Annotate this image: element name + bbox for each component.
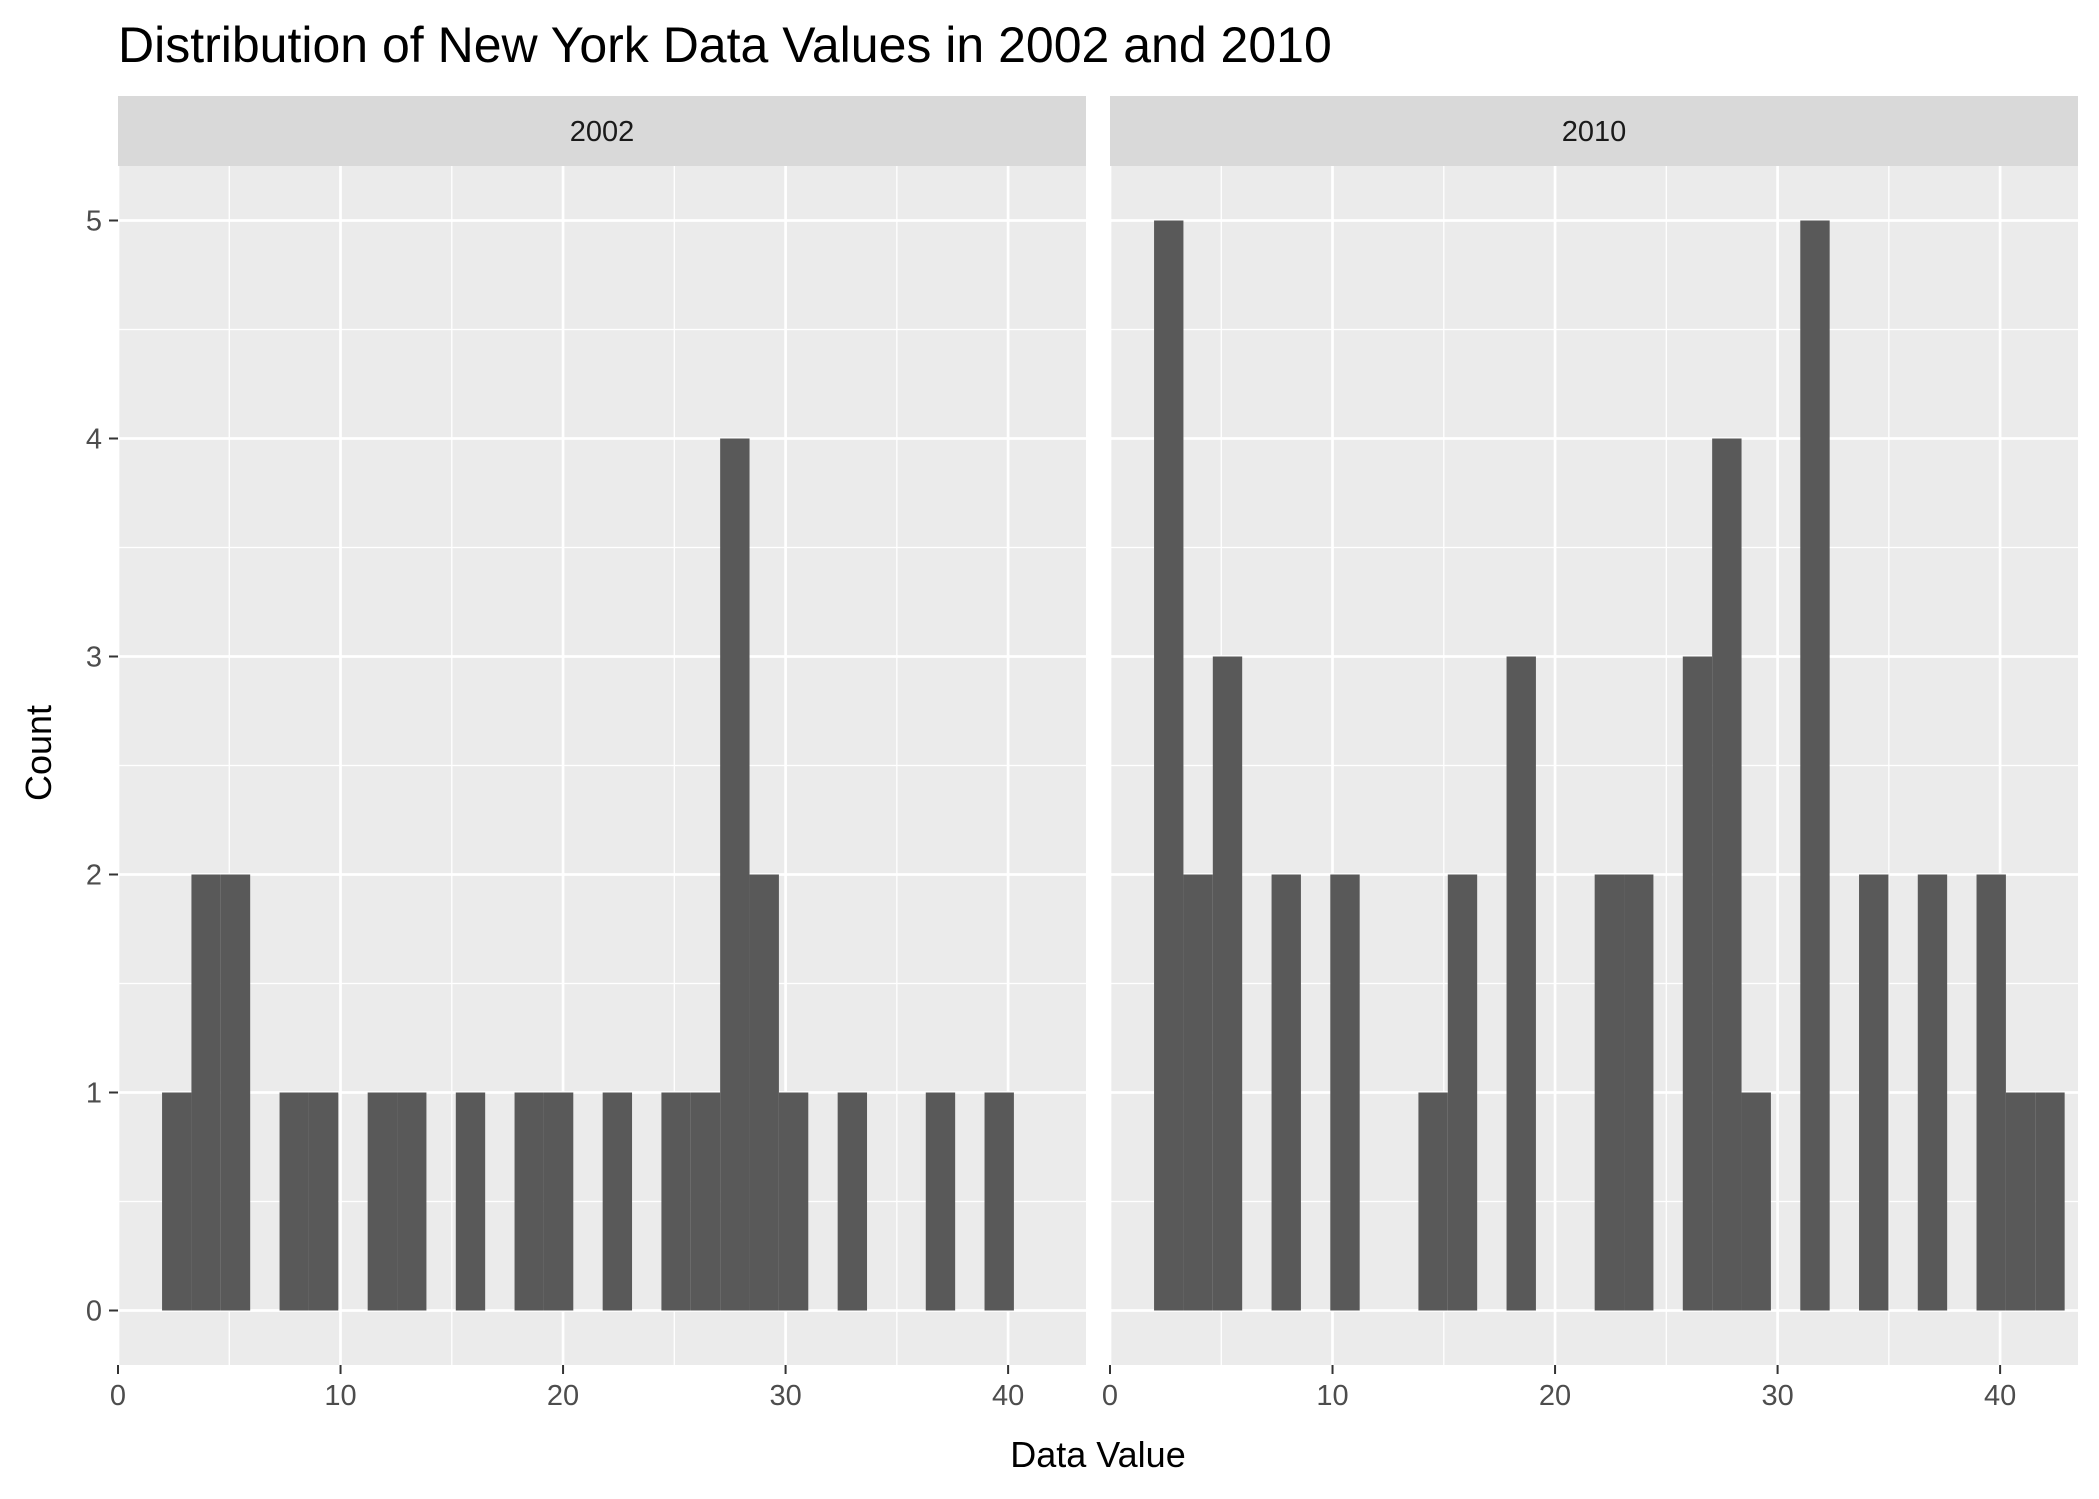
- histogram-bars: [162, 438, 1014, 1311]
- y-tick-label: 1: [86, 1078, 102, 1110]
- x-axis: 0 10 20 30 40: [1102, 1365, 2016, 1412]
- histogram-bar: [1183, 874, 1213, 1311]
- histogram-bar: [778, 1092, 809, 1311]
- histogram-bar: [1271, 874, 1301, 1311]
- x-axis-title: Data Value: [1010, 1434, 1185, 1475]
- y-tick-label: 3: [86, 642, 102, 674]
- facet-strip: [118, 96, 1086, 166]
- facet-panel-2010: 2010 0 10 20 30 40: [1102, 96, 2078, 1412]
- histogram-bar: [1976, 874, 2006, 1311]
- histogram-bar: [308, 1092, 339, 1311]
- x-tick-label: 40: [1984, 1380, 2016, 1412]
- x-tick-label: 0: [1102, 1380, 1118, 1412]
- histogram-bar: [1800, 220, 1830, 1311]
- facet-strip: [1110, 96, 2078, 166]
- histogram-bar: [1624, 874, 1654, 1311]
- histogram-bar: [1741, 1092, 1771, 1311]
- histogram-bar: [1330, 874, 1360, 1311]
- histogram-bar: [837, 1092, 868, 1311]
- histogram-bar: [2005, 1092, 2036, 1311]
- y-tick-label: 5: [86, 206, 102, 238]
- histogram-bar: [1506, 656, 1536, 1311]
- histogram-bar: [1594, 874, 1625, 1311]
- minor-gridlines: [118, 166, 1086, 1365]
- chart-title: Distribution of New York Data Values in …: [118, 17, 1332, 73]
- histogram-bar: [279, 1092, 309, 1311]
- histogram-bar: [397, 1092, 427, 1311]
- histogram-bar: [690, 1092, 721, 1311]
- y-tick-label: 4: [86, 424, 102, 456]
- histogram-bar: [749, 874, 779, 1311]
- x-tick-label: 30: [769, 1380, 801, 1412]
- x-tick-label: 10: [1316, 1380, 1348, 1412]
- histogram-bar: [2035, 1092, 2065, 1311]
- facet-strip-label: 2002: [570, 116, 635, 148]
- histogram-bar: [661, 1092, 691, 1311]
- histogram-bar: [1682, 656, 1713, 1311]
- x-tick-label: 40: [992, 1380, 1024, 1412]
- facet-panels: 2002 0 10 20 30 40 0 1 2 3 4 5 2010 0 10 20 30 40: [86, 96, 2078, 1412]
- histogram-bar: [1447, 874, 1478, 1311]
- histogram-bar: [1712, 438, 1742, 1311]
- histogram-bar: [925, 1092, 956, 1311]
- histogram-bar: [455, 1092, 486, 1311]
- x-axis: 0 10 20 30 40: [110, 1365, 1024, 1412]
- y-axis: 0 1 2 3 4 5: [86, 206, 118, 1328]
- histogram-bar: [1154, 220, 1184, 1311]
- histogram-bar: [602, 1092, 633, 1311]
- histogram-bars: [1154, 220, 2065, 1311]
- histogram-bar: [984, 1092, 1014, 1311]
- histogram-bar: [543, 1092, 574, 1311]
- y-tick-label: 0: [86, 1296, 102, 1328]
- histogram-bar: [1212, 656, 1243, 1311]
- histogram-bar: [514, 1092, 544, 1311]
- histogram-bar: [367, 1092, 398, 1311]
- x-tick-label: 20: [1539, 1380, 1571, 1412]
- major-gridlines: [116, 166, 1086, 1365]
- facet-strip-label: 2010: [1562, 116, 1627, 148]
- histogram-bar: [162, 1092, 192, 1311]
- y-tick-label: 2: [86, 860, 102, 892]
- x-tick-label: 0: [110, 1380, 126, 1412]
- x-tick-label: 10: [324, 1380, 356, 1412]
- facet-panel-2002: 2002 0 10 20 30 40 0 1 2 3 4 5: [86, 96, 1086, 1412]
- histogram-bar: [1418, 1092, 1448, 1311]
- y-axis-title: Count: [18, 705, 59, 801]
- histogram-bar: [191, 874, 221, 1311]
- x-tick-label: 20: [547, 1380, 579, 1412]
- histogram-bar: [720, 438, 750, 1311]
- histogram-bar: [1859, 874, 1889, 1311]
- histogram-bar: [220, 874, 251, 1311]
- x-tick-label: 30: [1761, 1380, 1793, 1412]
- histogram-bar: [1917, 874, 1948, 1311]
